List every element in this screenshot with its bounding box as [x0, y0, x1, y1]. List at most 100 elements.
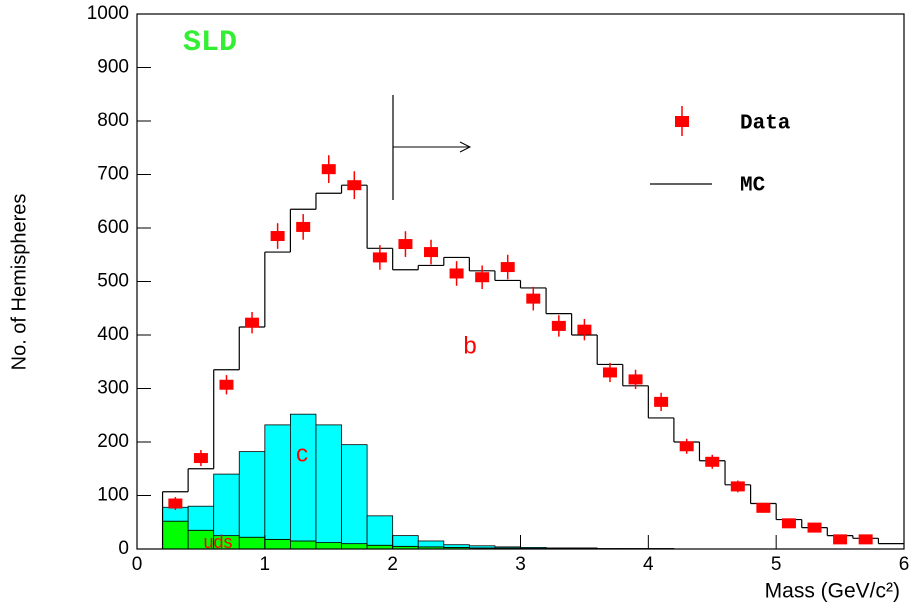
histogram-bar [264, 538, 291, 550]
histogram-bar [213, 473, 240, 537]
marker [500, 262, 515, 273]
x-tick-label: 0 [132, 554, 143, 575]
legend: Data MC [650, 106, 791, 198]
histogram-bar [520, 546, 547, 549]
x-tick-label: 2 [387, 554, 398, 575]
y-tick-label: 200 [97, 431, 129, 452]
data-point [807, 522, 822, 533]
marker [551, 320, 566, 331]
x-tick-label: 5 [771, 554, 782, 575]
y-tick-label: 400 [97, 324, 129, 345]
marker [270, 231, 285, 242]
marker [833, 534, 848, 545]
marker [730, 481, 745, 492]
data-point [781, 518, 796, 529]
marker [449, 268, 464, 279]
data-point [500, 254, 515, 280]
data-point [398, 231, 413, 257]
x-tick-label: 3 [515, 554, 526, 575]
y-tick-label: 100 [97, 485, 129, 506]
x-tick-label: 6 [899, 554, 910, 575]
histogram-bar [571, 547, 598, 549]
histogram-bar [468, 545, 496, 549]
histogram-bar [315, 424, 342, 543]
data-point [372, 245, 387, 270]
histogram-bar [238, 536, 266, 550]
data-point [449, 261, 464, 286]
data-point [628, 369, 643, 390]
data-point [424, 239, 439, 265]
histogram-bar [545, 547, 573, 549]
data-point [705, 454, 720, 469]
marker [807, 522, 822, 533]
data-point [526, 286, 541, 311]
histogram-bar [264, 424, 291, 540]
marker [347, 180, 362, 191]
data-point [602, 362, 617, 383]
data-point [551, 315, 566, 337]
data-point [347, 171, 362, 200]
marker [168, 498, 183, 509]
y-tick-label: 800 [97, 110, 129, 131]
x-tick-label: 1 [260, 554, 271, 575]
marker [424, 247, 439, 258]
data-point [654, 392, 669, 411]
marker [321, 164, 336, 175]
histogram-bar [162, 520, 189, 550]
marker [602, 367, 617, 378]
y-tick-label: 900 [97, 57, 129, 78]
marker [628, 374, 643, 385]
region-label: uds [203, 532, 232, 552]
histogram-bar [289, 413, 317, 542]
region-label: c [296, 440, 308, 467]
data-point [679, 438, 694, 454]
histogram-bar [187, 505, 215, 531]
data-point [756, 502, 771, 513]
y-tick-label: 0 [118, 538, 129, 559]
legend-label: MC [740, 175, 766, 198]
y-tick-label: 700 [97, 164, 129, 185]
data-point [833, 534, 848, 545]
histogram-bar [494, 546, 521, 549]
marker [705, 456, 720, 467]
histogram-bar [341, 444, 368, 545]
y-tick-label: 1000 [87, 3, 129, 24]
data-point [296, 214, 311, 240]
marker [756, 502, 771, 513]
data-point [219, 375, 234, 395]
marker [526, 293, 541, 304]
marker [296, 221, 311, 232]
data-point [168, 497, 183, 510]
y-tick-label: 300 [97, 378, 129, 399]
marker [372, 252, 387, 263]
x-axis-label: Mass (GeV/c²) [765, 580, 900, 603]
region-label: b [463, 332, 476, 359]
marker [654, 396, 669, 407]
histogram-bar [366, 515, 394, 546]
marker [193, 453, 208, 464]
marker [398, 239, 413, 250]
marker [219, 379, 234, 390]
cut-marker [392, 95, 472, 200]
data-point [270, 223, 285, 249]
data-point [193, 450, 208, 467]
marker [858, 534, 873, 545]
marker [245, 317, 260, 328]
data-point [245, 311, 260, 334]
y-tick-label: 600 [97, 217, 129, 238]
histogram-bar [417, 540, 445, 548]
y-axis-label: No. of Hemispheres [8, 194, 30, 371]
marker [781, 518, 796, 529]
marker [577, 324, 592, 335]
data-point [577, 318, 592, 341]
histogram-bar [315, 542, 342, 550]
marker [679, 441, 694, 452]
legend-marker [675, 116, 689, 127]
histogram-bar [289, 540, 317, 550]
histogram-bar [341, 543, 368, 550]
data-point [321, 155, 336, 184]
data-point [858, 534, 873, 545]
data-point [730, 480, 745, 493]
experiment-label: SLD [183, 26, 237, 60]
